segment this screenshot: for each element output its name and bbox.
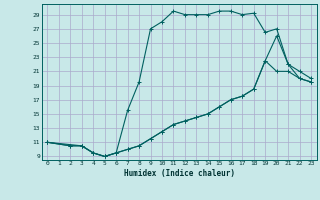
X-axis label: Humidex (Indice chaleur): Humidex (Indice chaleur): [124, 169, 235, 178]
